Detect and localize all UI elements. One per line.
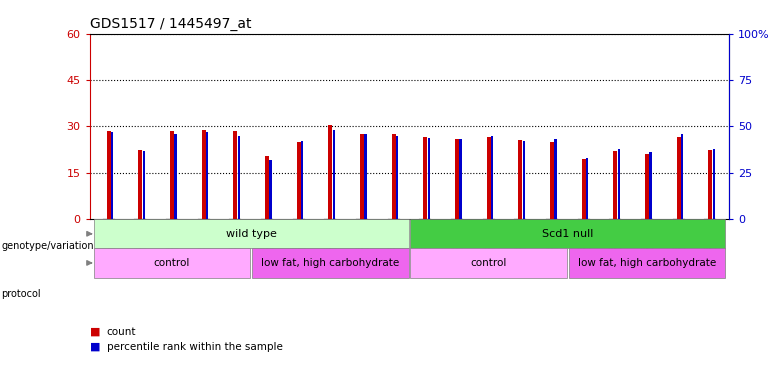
- Text: low fat, high carbohydrate: low fat, high carbohydrate: [578, 258, 716, 268]
- Bar: [569, 248, 725, 278]
- Bar: [582, 159, 586, 219]
- Bar: [265, 156, 269, 219]
- Text: Scd1 null: Scd1 null: [542, 229, 594, 239]
- Bar: [202, 130, 206, 219]
- Bar: [523, 141, 525, 219]
- Text: ■: ■: [90, 327, 100, 337]
- Bar: [238, 136, 240, 219]
- Text: genotype/variation: genotype/variation: [2, 241, 94, 250]
- Bar: [94, 248, 250, 278]
- Text: ■: ■: [90, 342, 100, 352]
- Bar: [174, 134, 177, 219]
- Bar: [645, 154, 649, 219]
- Bar: [206, 132, 208, 219]
- Text: control: control: [470, 258, 507, 268]
- Bar: [550, 142, 554, 219]
- Bar: [649, 153, 652, 219]
- Bar: [618, 149, 620, 219]
- Bar: [296, 142, 300, 219]
- Bar: [364, 134, 367, 219]
- Bar: [555, 140, 557, 219]
- Bar: [427, 138, 430, 219]
- Bar: [360, 134, 364, 219]
- Bar: [424, 137, 427, 219]
- Bar: [396, 136, 399, 219]
- Text: percentile rank within the sample: percentile rank within the sample: [107, 342, 282, 352]
- Bar: [143, 151, 145, 219]
- Text: count: count: [107, 327, 136, 337]
- Bar: [519, 140, 523, 219]
- Bar: [487, 137, 491, 219]
- Text: protocol: protocol: [2, 290, 41, 299]
- Bar: [94, 219, 409, 248]
- Bar: [712, 149, 715, 219]
- Bar: [410, 219, 725, 248]
- Bar: [392, 134, 395, 219]
- Text: low fat, high carbohydrate: low fat, high carbohydrate: [261, 258, 399, 268]
- Text: control: control: [154, 258, 190, 268]
- Bar: [269, 160, 271, 219]
- Bar: [459, 140, 462, 219]
- Bar: [586, 158, 588, 219]
- Bar: [233, 131, 237, 219]
- Bar: [139, 150, 142, 219]
- Bar: [170, 131, 174, 219]
- Bar: [613, 151, 617, 219]
- Bar: [455, 139, 459, 219]
- Bar: [301, 141, 303, 219]
- Text: wild type: wild type: [225, 229, 277, 239]
- Bar: [677, 137, 680, 219]
- Bar: [107, 131, 111, 219]
- Bar: [252, 248, 409, 278]
- Bar: [681, 134, 683, 219]
- Bar: [111, 132, 113, 219]
- Bar: [328, 125, 332, 219]
- Text: GDS1517 / 1445497_at: GDS1517 / 1445497_at: [90, 17, 251, 32]
- Bar: [708, 150, 712, 219]
- Bar: [491, 136, 494, 219]
- Bar: [410, 248, 567, 278]
- Bar: [332, 130, 335, 219]
